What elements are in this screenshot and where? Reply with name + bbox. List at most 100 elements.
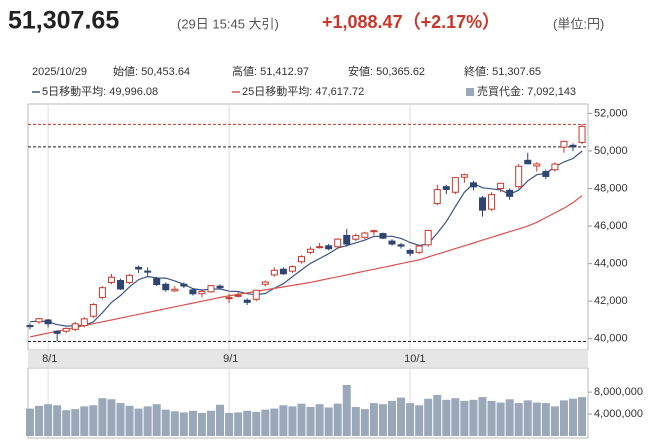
candle-body bbox=[252, 289, 260, 300]
candle-body bbox=[153, 278, 161, 286]
volume-bar bbox=[415, 405, 424, 436]
volume-bar bbox=[44, 404, 53, 436]
candle-body bbox=[415, 245, 423, 253]
candle-body bbox=[80, 318, 88, 327]
candle-body bbox=[135, 266, 143, 270]
y-tick-label: 52,000 bbox=[594, 107, 628, 119]
volume-bar bbox=[80, 406, 89, 436]
candle-body bbox=[569, 144, 577, 148]
volume-bar bbox=[550, 406, 559, 436]
change: +1,088.47（+2.17%） bbox=[322, 12, 500, 32]
candle-body bbox=[497, 182, 505, 190]
candle-body bbox=[524, 159, 532, 165]
candle-body bbox=[98, 287, 106, 298]
y-tick-label: 44,000 bbox=[594, 258, 628, 270]
volume-bar bbox=[532, 402, 541, 436]
volume-bar bbox=[161, 409, 170, 436]
timestamp: (29日 15:45 大引) bbox=[177, 16, 279, 31]
volume-bar bbox=[152, 404, 161, 436]
candle-body bbox=[533, 163, 541, 167]
candle-body bbox=[334, 238, 342, 248]
volume-bar bbox=[170, 411, 179, 436]
candle-body bbox=[451, 177, 459, 193]
legend-label: 売買代金: 7,092,143 bbox=[477, 85, 576, 98]
volume-bar bbox=[478, 397, 487, 436]
candle-body bbox=[352, 235, 360, 240]
volume-bar bbox=[306, 406, 315, 436]
volume-bar bbox=[442, 399, 451, 436]
candle-body bbox=[243, 299, 251, 303]
candle-body bbox=[198, 290, 206, 295]
candle-body bbox=[361, 232, 369, 238]
candle-body bbox=[261, 281, 269, 285]
y-tick-label: 4,000,000 bbox=[594, 408, 643, 420]
moving-average bbox=[29, 150, 583, 327]
volume-bar bbox=[378, 404, 387, 436]
volume-bar bbox=[207, 410, 215, 436]
volume-bar bbox=[369, 403, 378, 436]
volume-bar bbox=[279, 405, 288, 436]
candle-body bbox=[325, 245, 333, 250]
candle-body bbox=[506, 189, 514, 197]
candle-body bbox=[370, 230, 378, 233]
y-tick-label: 50,000 bbox=[594, 145, 628, 157]
y-tick-label: 8,000,000 bbox=[594, 386, 643, 398]
candle-body bbox=[89, 304, 97, 317]
candle-body bbox=[207, 285, 215, 293]
price: 51,307.65 bbox=[8, 7, 119, 35]
candle-body bbox=[126, 274, 134, 283]
volume-bar bbox=[71, 409, 80, 436]
candle-body bbox=[44, 319, 52, 325]
price-frame bbox=[27, 103, 589, 351]
volume-bar bbox=[333, 403, 342, 436]
unit: (単位:円) bbox=[553, 16, 604, 31]
candle-body bbox=[288, 266, 296, 272]
volume-bar bbox=[179, 412, 188, 436]
volume-bar bbox=[134, 408, 143, 436]
volume-bar bbox=[116, 403, 125, 436]
candle-body bbox=[551, 163, 559, 171]
volume-bar bbox=[270, 408, 279, 436]
low-info: 安値: 50,365.62 bbox=[348, 65, 425, 78]
volume-bar bbox=[360, 409, 369, 436]
candle-body bbox=[343, 234, 351, 245]
candle-body bbox=[316, 246, 324, 249]
volume-bar bbox=[424, 398, 433, 436]
legend-swatch bbox=[466, 88, 474, 96]
volume-bar bbox=[288, 406, 297, 436]
candle-body bbox=[53, 330, 61, 334]
volume-bar bbox=[559, 400, 568, 436]
candle-body bbox=[144, 270, 152, 273]
volume-bar bbox=[433, 394, 442, 436]
x-tick-label: 10/1 bbox=[404, 353, 425, 365]
y-tick-label: 42,000 bbox=[594, 295, 628, 307]
candle-body bbox=[216, 285, 224, 289]
volume-bar bbox=[523, 400, 532, 436]
volume-bar bbox=[216, 404, 225, 436]
candle-body bbox=[270, 269, 278, 276]
x-tick-label: 8/1 bbox=[42, 353, 57, 365]
candle-body bbox=[171, 288, 179, 292]
candle-body bbox=[107, 276, 115, 283]
volume-bar bbox=[351, 406, 360, 436]
candle-body bbox=[279, 268, 287, 275]
candle-body bbox=[515, 165, 523, 188]
date: 2025/10/29 bbox=[32, 66, 87, 78]
volume-bar bbox=[261, 409, 270, 436]
volume-bar bbox=[388, 400, 396, 436]
moving-average bbox=[29, 195, 583, 338]
volume-bar bbox=[460, 400, 469, 436]
close-info: 終値: 51,307.65 bbox=[464, 65, 541, 78]
legend-label: 5日移動平均: 49,996.08 bbox=[42, 84, 158, 98]
candle-body bbox=[488, 194, 496, 210]
candle-body bbox=[406, 249, 414, 254]
volume-bar bbox=[26, 408, 34, 436]
volume-bar bbox=[324, 407, 333, 436]
candle-body bbox=[62, 327, 70, 332]
volume-bar bbox=[514, 403, 523, 436]
candle-body bbox=[460, 174, 468, 178]
volume-bar bbox=[89, 405, 98, 436]
candle-body bbox=[442, 186, 450, 190]
